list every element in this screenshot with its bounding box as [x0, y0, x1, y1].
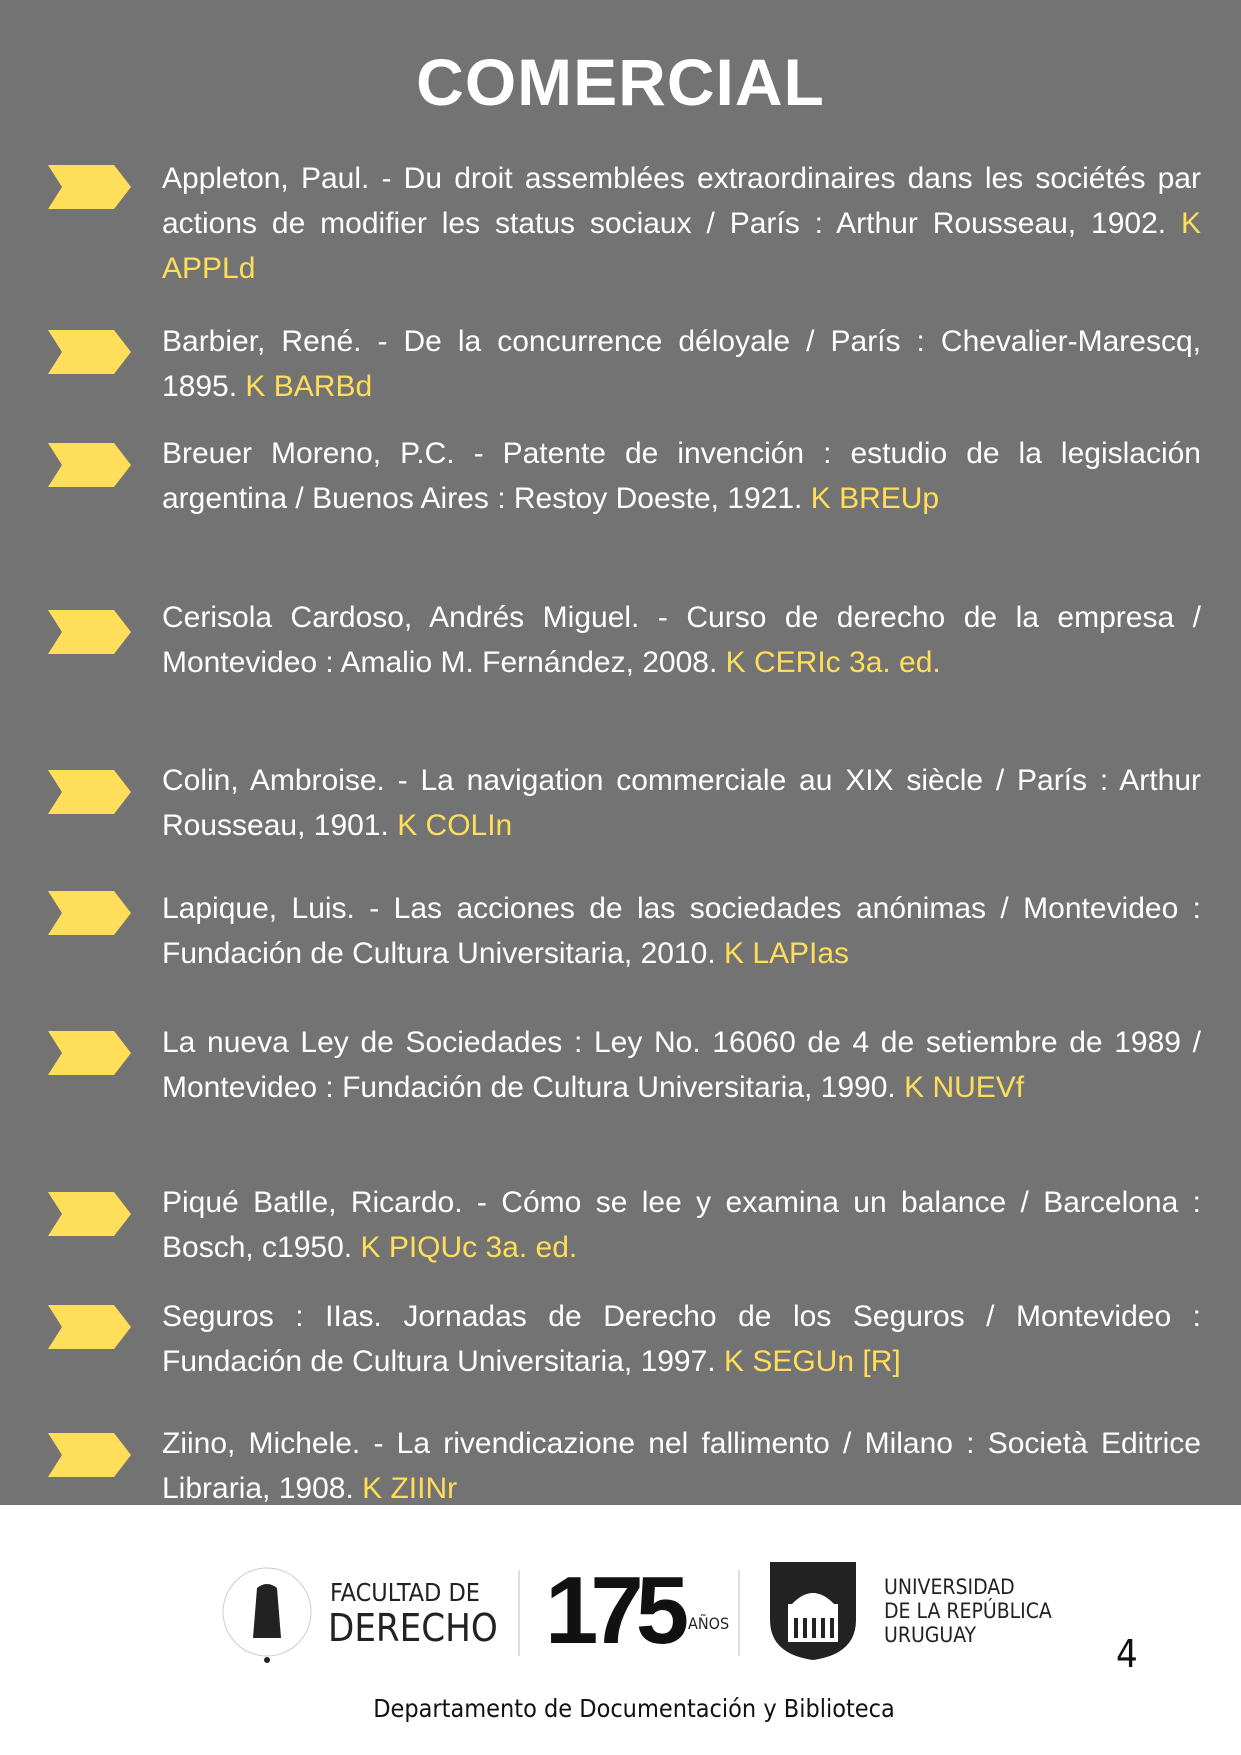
call-number: K CERIc 3a. ed. — [725, 646, 941, 679]
citation: La nueva Ley de Sociedades : Ley No. 160… — [162, 1020, 1201, 1110]
call-number: K PIQUc 3a. ed. — [360, 1231, 578, 1264]
citation-text: Lapique, Luis. - Las acciones de las soc… — [162, 892, 1201, 970]
anniversary-number: 175 — [545, 1557, 689, 1664]
call-number: K COLIn — [397, 809, 513, 842]
call-number: K LAPIas — [723, 937, 850, 970]
call-number: K BREUp — [810, 482, 940, 515]
citation: Colin, Ambroise. - La navigation commerc… — [162, 758, 1201, 848]
content-panel — [0, 0, 1241, 1505]
citation-text: Barbier, René. - De la concurrence déloy… — [162, 325, 1201, 403]
page-title: COMERCIAL — [416, 45, 825, 119]
facultad-name-line2: DERECHO — [328, 1606, 498, 1650]
call-number: K APPLd — [162, 207, 1202, 285]
chevron-arrow-icon — [48, 891, 131, 935]
citation: Barbier, René. - De la concurrence déloy… — [162, 319, 1201, 409]
udelar-name-line3: URUGUAY — [884, 1623, 977, 1647]
citation-text: Appleton, Paul. - Du droit assemblées ex… — [162, 162, 1201, 240]
chevron-arrow-icon — [48, 770, 131, 814]
chevron-arrow-icon — [48, 1305, 131, 1349]
anniversary-label: AÑOS — [688, 1614, 730, 1633]
call-number: K NUEVf — [904, 1071, 1025, 1104]
citation-text: Seguros : IIas. Jornadas de Derecho de l… — [162, 1300, 1201, 1378]
citation-text: Cerisola Cardoso, Andrés Miguel. - Curso… — [162, 601, 1201, 679]
page-number: 4 — [1116, 1632, 1138, 1676]
citation-text: Colin, Ambroise. - La navigation commerc… — [162, 764, 1201, 842]
facultad-name-line1: FACULTAD DE — [330, 1578, 481, 1607]
call-number: K BARBd — [245, 370, 373, 403]
chevron-arrow-icon — [48, 1192, 131, 1236]
chevron-arrow-icon — [48, 1433, 131, 1477]
chevron-arrow-icon — [48, 610, 131, 654]
chevron-arrow-icon — [48, 1031, 131, 1075]
divider — [738, 1570, 740, 1656]
citation: Appleton, Paul. - Du droit assemblées ex… — [162, 156, 1201, 291]
chevron-arrow-icon — [48, 330, 131, 374]
citation: Lapique, Luis. - Las acciones de las soc… — [162, 886, 1201, 976]
udelar-name-line1: UNIVERSIDAD — [884, 1575, 1015, 1599]
divider — [518, 1570, 520, 1656]
call-number: K SEGUn [R] — [723, 1345, 901, 1378]
facultad-seal-logo — [222, 1567, 312, 1663]
citation: Seguros : IIas. Jornadas de Derecho de l… — [162, 1294, 1201, 1384]
chevron-arrow-icon — [48, 165, 131, 209]
citation: Piqué Batlle, Ricardo. - Cómo se lee y e… — [162, 1180, 1201, 1270]
citation: Cerisola Cardoso, Andrés Miguel. - Curso… — [162, 595, 1201, 685]
citation: Breuer Moreno, P.C. - Patente de invenci… — [162, 431, 1201, 521]
chevron-arrow-icon — [48, 443, 131, 487]
udelar-name-line2: DE LA REPÚBLICA — [884, 1599, 1052, 1623]
department-name: Departamento de Documentación y Bibliote… — [373, 1694, 895, 1723]
citation-text: La nueva Ley de Sociedades : Ley No. 160… — [162, 1026, 1201, 1104]
call-number: K ZIINr — [362, 1472, 458, 1505]
udelar-shield-logo — [770, 1562, 856, 1660]
citation-text: Ziino, Michele. - La rivendicazione nel … — [162, 1427, 1201, 1505]
citation: Ziino, Michele. - La rivendicazione nel … — [162, 1421, 1201, 1511]
citation-text: Piqué Batlle, Ricardo. - Cómo se lee y e… — [162, 1186, 1201, 1264]
citation-text: Breuer Moreno, P.C. - Patente de invenci… — [162, 437, 1201, 515]
